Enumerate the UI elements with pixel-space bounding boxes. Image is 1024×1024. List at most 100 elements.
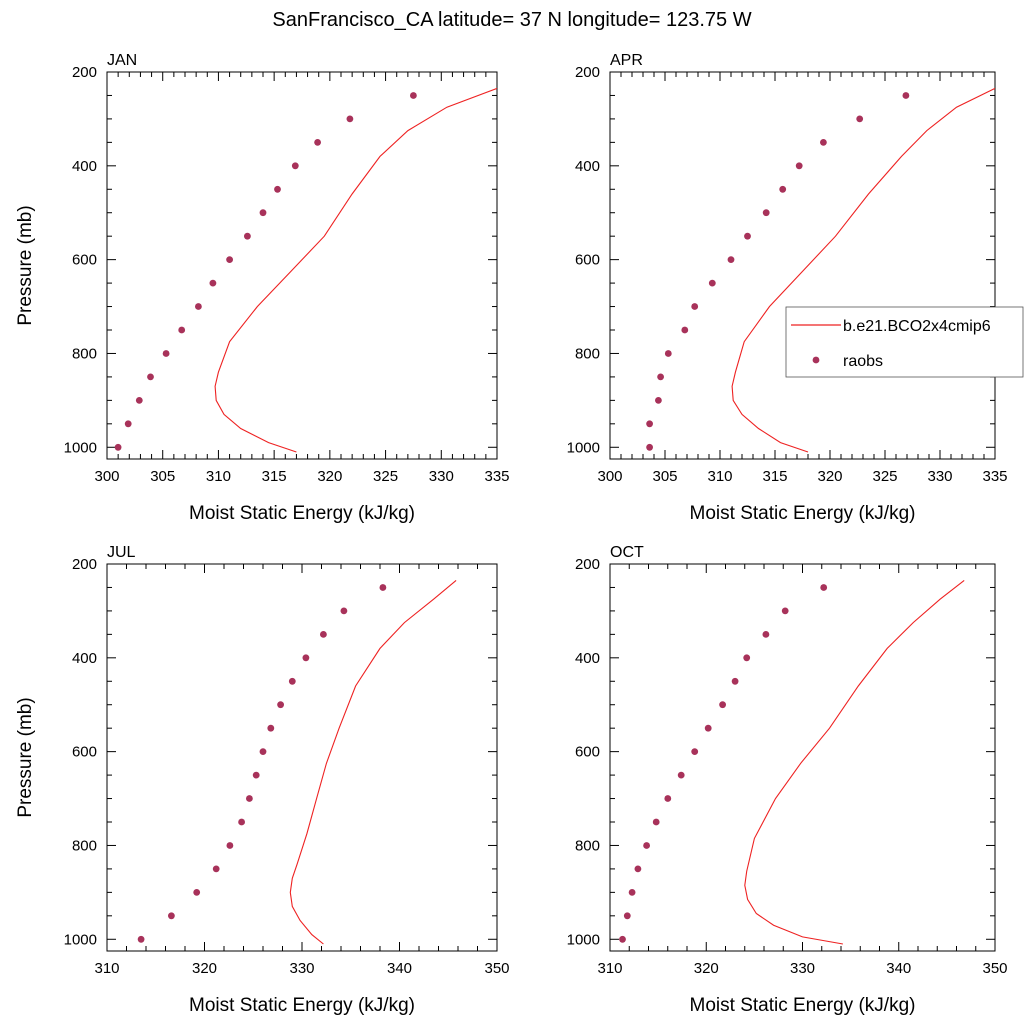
raobs-point — [244, 232, 251, 240]
x-tick-label: 300 — [94, 468, 119, 485]
raobs-point — [691, 303, 699, 310]
raobs-point — [762, 209, 770, 217]
raobs-point — [195, 303, 202, 310]
raobs-point — [743, 654, 751, 662]
panel-title: JUL — [107, 544, 136, 561]
raobs-point — [664, 795, 672, 802]
y-axis-label: Pressure (mb) — [15, 697, 36, 817]
series-line-model — [214, 87, 497, 453]
raobs-point — [681, 326, 689, 334]
x-tick-label: 315 — [262, 468, 287, 485]
raobs-point — [277, 701, 284, 709]
plot-area — [619, 579, 965, 945]
raobs-point — [259, 209, 267, 217]
x-tick-label: 320 — [694, 960, 719, 977]
x-tick-label: 340 — [387, 960, 412, 977]
y-tick-label: 1000 — [567, 931, 600, 948]
y-axis-label: Pressure (mb) — [15, 205, 36, 325]
figure-title: SanFrancisco_CA latitude= 37 N longitude… — [272, 9, 751, 31]
legend-marker-swatch — [812, 356, 820, 364]
x-tick-label: 320 — [817, 468, 842, 485]
raobs-point — [646, 443, 653, 451]
x-tick-label: 350 — [982, 960, 1007, 977]
raobs-point — [902, 92, 910, 99]
x-tick-label: 330 — [927, 468, 952, 485]
raobs-point — [288, 677, 296, 685]
series-line-model — [731, 87, 995, 453]
raobs-point — [340, 607, 348, 615]
raobs-point — [226, 842, 234, 849]
x-tick-label: 330 — [289, 960, 314, 977]
x-axis-label: Moist Static Energy (kJ/kg) — [189, 503, 415, 524]
raobs-point — [727, 256, 735, 263]
raobs-point — [246, 795, 253, 802]
raobs-point — [634, 865, 642, 873]
y-tick-label: 800 — [72, 837, 97, 854]
raobs-point — [719, 701, 726, 709]
raobs-point — [744, 232, 751, 240]
raobs-point — [628, 889, 636, 896]
x-tick-label: 335 — [484, 468, 509, 485]
raobs-point — [708, 279, 716, 287]
raobs-point — [820, 584, 828, 591]
raobs-point — [623, 912, 631, 920]
raobs-point — [193, 889, 201, 896]
raobs-point — [657, 373, 664, 381]
x-tick-label: 340 — [886, 960, 911, 977]
raobs-point — [274, 185, 281, 193]
plot-frame — [106, 71, 498, 460]
raobs-point — [252, 771, 260, 779]
raobs-point — [209, 279, 217, 287]
raobs-point — [704, 724, 712, 732]
raobs-point — [259, 748, 267, 755]
raobs-point — [652, 818, 660, 826]
x-tick-label: 320 — [192, 960, 217, 977]
x-tick-label: 320 — [317, 468, 342, 485]
x-tick-label: 300 — [597, 468, 622, 485]
x-axis-label: Moist Static Energy (kJ/kg) — [690, 995, 916, 1016]
raobs-point — [646, 420, 653, 428]
y-tick-label: 1000 — [64, 439, 97, 456]
raobs-point — [135, 397, 143, 404]
x-axis-label: Moist Static Energy (kJ/kg) — [690, 503, 916, 524]
panel-title: APR — [610, 52, 643, 69]
x-axis-label: Moist Static Energy (kJ/kg) — [189, 995, 415, 1016]
raobs-point — [178, 326, 186, 334]
raobs-point — [677, 771, 685, 779]
x-tick-label: 310 — [206, 468, 231, 485]
panel-jul: JUL 310 320 330 340 350 200 400 600 800 1000 Moist … — [15, 544, 510, 1016]
y-tick-label: 400 — [72, 650, 97, 667]
raobs-point — [410, 92, 417, 99]
raobs-point — [226, 256, 234, 263]
raobs-point — [320, 631, 327, 638]
raobs-point — [238, 818, 246, 826]
plot-area — [114, 87, 497, 453]
panel-apr: APR 300 305 310 315 320 325 330 335 200 400 600 800 1… — [567, 52, 1008, 524]
panel-title: JAN — [107, 52, 137, 69]
plot-frame — [106, 563, 498, 952]
raobs-point — [147, 373, 154, 381]
raobs-point — [162, 350, 170, 357]
y-tick-label: 600 — [72, 744, 97, 761]
y-tick-label: 400 — [575, 158, 600, 175]
x-tick-label: 330 — [429, 468, 454, 485]
plot-area — [137, 579, 457, 945]
y-tick-label: 800 — [575, 345, 600, 362]
raobs-point — [820, 139, 827, 146]
x-tick-label: 310 — [597, 960, 622, 977]
raobs-point — [124, 420, 132, 428]
y-tick-label: 600 — [575, 252, 600, 269]
x-tick-label: 330 — [790, 960, 815, 977]
plot-frame — [609, 71, 996, 460]
raobs-point — [212, 865, 220, 873]
panel-jan: JAN 300 305 310 315 320 325 330 335 200 400 600 800 1… — [15, 52, 510, 524]
raobs-point — [619, 935, 626, 943]
raobs-point — [291, 162, 299, 170]
raobs-point — [346, 115, 354, 123]
plot-area — [646, 87, 995, 453]
y-tick-label: 200 — [72, 556, 97, 573]
raobs-point — [762, 631, 770, 638]
x-tick-label: 325 — [872, 468, 897, 485]
y-tick-label: 200 — [72, 64, 97, 81]
